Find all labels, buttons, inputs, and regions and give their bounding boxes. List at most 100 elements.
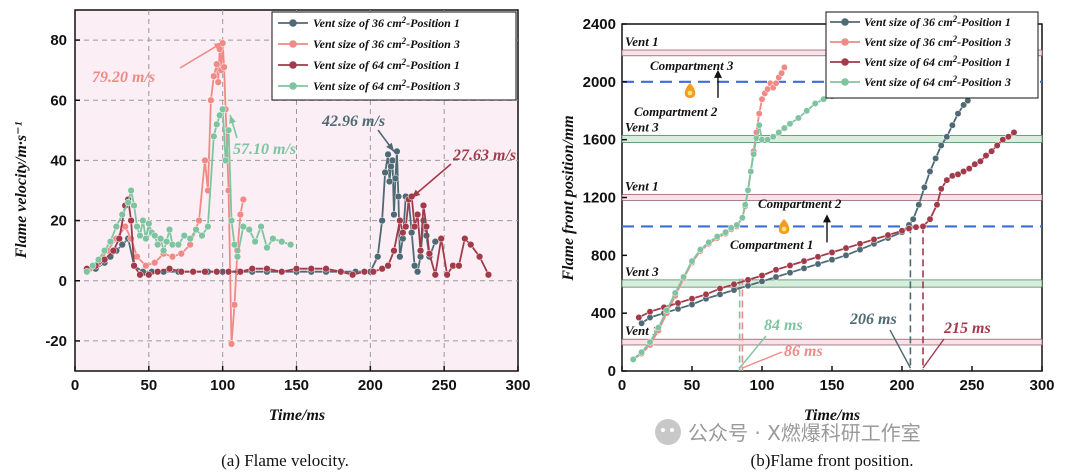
series-2-point-49 bbox=[467, 241, 475, 249]
series-3-point-24 bbox=[775, 128, 783, 136]
series-2-point-20 bbox=[263, 265, 271, 273]
series-0-point-28 bbox=[948, 121, 956, 129]
legend-label-0: Vent size of 36 cm2-Position 1 bbox=[864, 14, 1011, 29]
series-2-point-22 bbox=[919, 222, 927, 230]
panel-b-x-axis-label: Time/ms bbox=[804, 407, 860, 424]
series-1-point-19 bbox=[214, 78, 222, 86]
panel-b-caption: (b)Flame front position. bbox=[751, 451, 914, 470]
vent-zone-1 bbox=[621, 134, 1043, 143]
series-2-point-34 bbox=[402, 222, 410, 231]
series-2-point-39 bbox=[416, 247, 425, 255]
series-0-point-30 bbox=[960, 101, 968, 109]
series-3-point-39 bbox=[245, 225, 253, 234]
wechat-icon-eye-left bbox=[661, 428, 665, 432]
series-1-point-30 bbox=[239, 195, 247, 204]
series-1-point-27 bbox=[230, 301, 239, 309]
y-tick-label-0: 0 bbox=[608, 363, 616, 380]
series-line-2 bbox=[86, 194, 490, 278]
series-2-point-16 bbox=[213, 268, 221, 276]
series-3-point-18 bbox=[750, 150, 758, 158]
x-tick-label-6: 300 bbox=[1029, 377, 1054, 394]
x-tick-label-3: 150 bbox=[819, 377, 844, 394]
annotation-label-3: 27.63 m/s bbox=[452, 147, 516, 164]
series-line-3 bbox=[632, 89, 847, 361]
panel-a-annotations: 79.20 m/s 57.10 m/s 42.96 m/s 27.63 m/s bbox=[92, 41, 516, 199]
series-2-point-13 bbox=[814, 253, 822, 261]
series-3-point-14 bbox=[738, 214, 746, 222]
series-0-point-11 bbox=[786, 269, 794, 277]
series-2-point-25 bbox=[937, 185, 945, 193]
series-2-point-20 bbox=[905, 225, 913, 233]
series-1-point-5 bbox=[127, 234, 135, 243]
series-1-point-29 bbox=[780, 63, 788, 71]
series-0-point-27 bbox=[943, 133, 951, 141]
series-0-point-30 bbox=[387, 162, 395, 171]
series-3-point-7 bbox=[124, 198, 132, 207]
series-2-point-40 bbox=[419, 201, 428, 210]
series-3-point-23 bbox=[174, 241, 183, 249]
y-tick-label-3: 1200 bbox=[583, 190, 616, 207]
legend-box bbox=[271, 11, 517, 101]
panel-b-ticks: 0 50 100 150 200 250 300 0 400 800 1200 1600 2000 240… bbox=[583, 16, 1055, 394]
series-3-point-41 bbox=[257, 222, 265, 231]
series-3-point-11 bbox=[722, 228, 730, 236]
series-0-point-6 bbox=[716, 290, 724, 298]
legend-marker-3 bbox=[289, 82, 297, 90]
series-3-point-22 bbox=[764, 136, 772, 144]
series-2-point-9 bbox=[758, 272, 766, 280]
series-0-point-26 bbox=[378, 216, 386, 225]
annotation-label-1: 57.10 m/s bbox=[233, 141, 296, 158]
series-2-point-15 bbox=[842, 244, 850, 252]
y-tick-label-1: 400 bbox=[591, 305, 616, 322]
vent-zone-label-4: Vent 1 bbox=[625, 323, 659, 338]
series-3-point-29 bbox=[210, 132, 218, 141]
series-2-point-42 bbox=[425, 250, 434, 258]
series-1-point-11 bbox=[177, 250, 185, 258]
series-0-point-5 bbox=[118, 241, 126, 249]
series-2-point-10 bbox=[145, 271, 153, 279]
series-0-point-34 bbox=[393, 147, 401, 156]
series-2-point-38 bbox=[1010, 128, 1018, 136]
panel-a-legend: Vent size of 36 cm2-Position 1 Vent size … bbox=[271, 11, 517, 101]
series-2-point-10 bbox=[772, 266, 780, 274]
series-3-point-30 bbox=[213, 120, 221, 128]
series-0-point-27 bbox=[381, 168, 389, 177]
legend-label-1: Vent size of 36 cm2-Position 3 bbox=[313, 36, 460, 51]
series-0-point-16 bbox=[856, 246, 864, 254]
series-0-point-7 bbox=[730, 286, 738, 294]
y-tick-label-3: 40 bbox=[50, 152, 67, 169]
legend-marker-2 bbox=[289, 61, 297, 69]
series-2-point-3 bbox=[674, 299, 682, 307]
vent-zone-label-2: Vent 1 bbox=[625, 179, 659, 194]
x-tick-label-1: 50 bbox=[140, 377, 157, 394]
legend-label-1: Vent size of 36 cm2-Position 3 bbox=[864, 34, 1011, 49]
panel-a-ticks: 0 50 100 150 200 250 300 -20 0 20 40 60 80 bbox=[45, 32, 530, 394]
series-2-point-41 bbox=[422, 222, 431, 231]
series-2-point-44 bbox=[437, 234, 445, 243]
series-2-point-4 bbox=[688, 295, 696, 303]
series-2-point-29 bbox=[378, 265, 386, 273]
series-3-point-29 bbox=[811, 100, 819, 107]
x-tick-label-1: 50 bbox=[684, 377, 701, 394]
panel-a-grid bbox=[75, 10, 518, 371]
panel-a-x-axis-label: Time/ms bbox=[269, 407, 325, 424]
vent-zone-4 bbox=[621, 338, 1043, 346]
series-2-point-29 bbox=[960, 168, 968, 175]
panel-b-y-axis-label: Flame front position/mm bbox=[560, 115, 577, 281]
series-3-point-25 bbox=[780, 124, 788, 132]
legend-label-0: Vent size of 36 cm2-Position 1 bbox=[313, 15, 460, 30]
legend-marker-2 bbox=[841, 58, 849, 66]
panel-a-y-axis-label: Flame velocity/m·s⁻¹ bbox=[13, 121, 30, 259]
series-0-point-22 bbox=[915, 201, 923, 209]
series-3-point-0 bbox=[629, 355, 637, 363]
legend-marker-0 bbox=[289, 19, 297, 27]
marker-label-0: 84 ms bbox=[764, 317, 803, 334]
series-0-point-9 bbox=[758, 277, 766, 285]
series-1-point-13 bbox=[195, 216, 203, 225]
vent-zone-label-1: Vent 3 bbox=[625, 119, 659, 134]
series-3-point-9 bbox=[705, 238, 713, 246]
series-0-point-33 bbox=[391, 174, 400, 183]
series-1-point-20 bbox=[755, 110, 763, 118]
series-0-point-40 bbox=[408, 228, 416, 237]
series-2-point-30 bbox=[384, 262, 392, 270]
